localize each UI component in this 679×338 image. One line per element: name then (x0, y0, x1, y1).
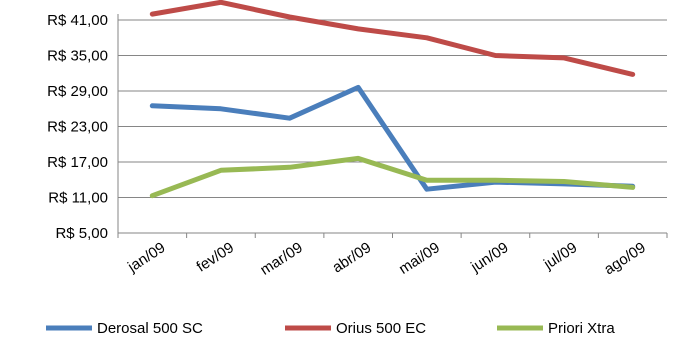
y-tick-label: R$ 17,00 (47, 154, 108, 171)
x-tick-label: mar/09 (257, 239, 305, 279)
series-line-2 (149, 155, 636, 199)
series-lines (149, 0, 636, 199)
legend-label-1: Orius 500 EC (336, 320, 426, 337)
y-tick-label: R$ 29,00 (47, 83, 108, 100)
x-tick-label: jan/09 (124, 239, 168, 276)
x-tick-label: ago/09 (601, 239, 649, 278)
y-tick-label: R$ 23,00 (47, 119, 108, 136)
x-tick-label: jun/09 (467, 239, 511, 276)
x-tick-labels: jan/09 fev/09 mar/09 abr/09 mai/09 jun/09 jul/… (124, 239, 649, 279)
x-tick-label: abr/09 (329, 239, 374, 276)
y-tick-label: R$ 35,00 (47, 48, 108, 65)
legend-label-0: Derosal 500 SC (97, 320, 203, 337)
y-tick-label: R$ 41,00 (47, 12, 108, 29)
x-tick-label: jul/09 (540, 239, 580, 273)
y-tick-labels: R$ 5,00 R$ 11,00 R$ 17,00 R$ 23,00 R$ 29,00 R… (47, 12, 108, 242)
y-tick-label: R$ 5,00 (55, 225, 108, 242)
x-tick-label: fev/09 (194, 239, 238, 276)
x-tick-label: mai/09 (396, 239, 443, 278)
axes (117, 14, 668, 238)
legend-label-2: Priori Xtra (548, 320, 615, 337)
y-tick-label: R$ 11,00 (48, 190, 108, 207)
series-line-0 (149, 84, 636, 192)
legend: Derosal 500 SC Orius 500 EC Priori Xtra (46, 320, 615, 337)
gridlines (118, 19, 667, 198)
series-line-1 (149, 0, 636, 77)
